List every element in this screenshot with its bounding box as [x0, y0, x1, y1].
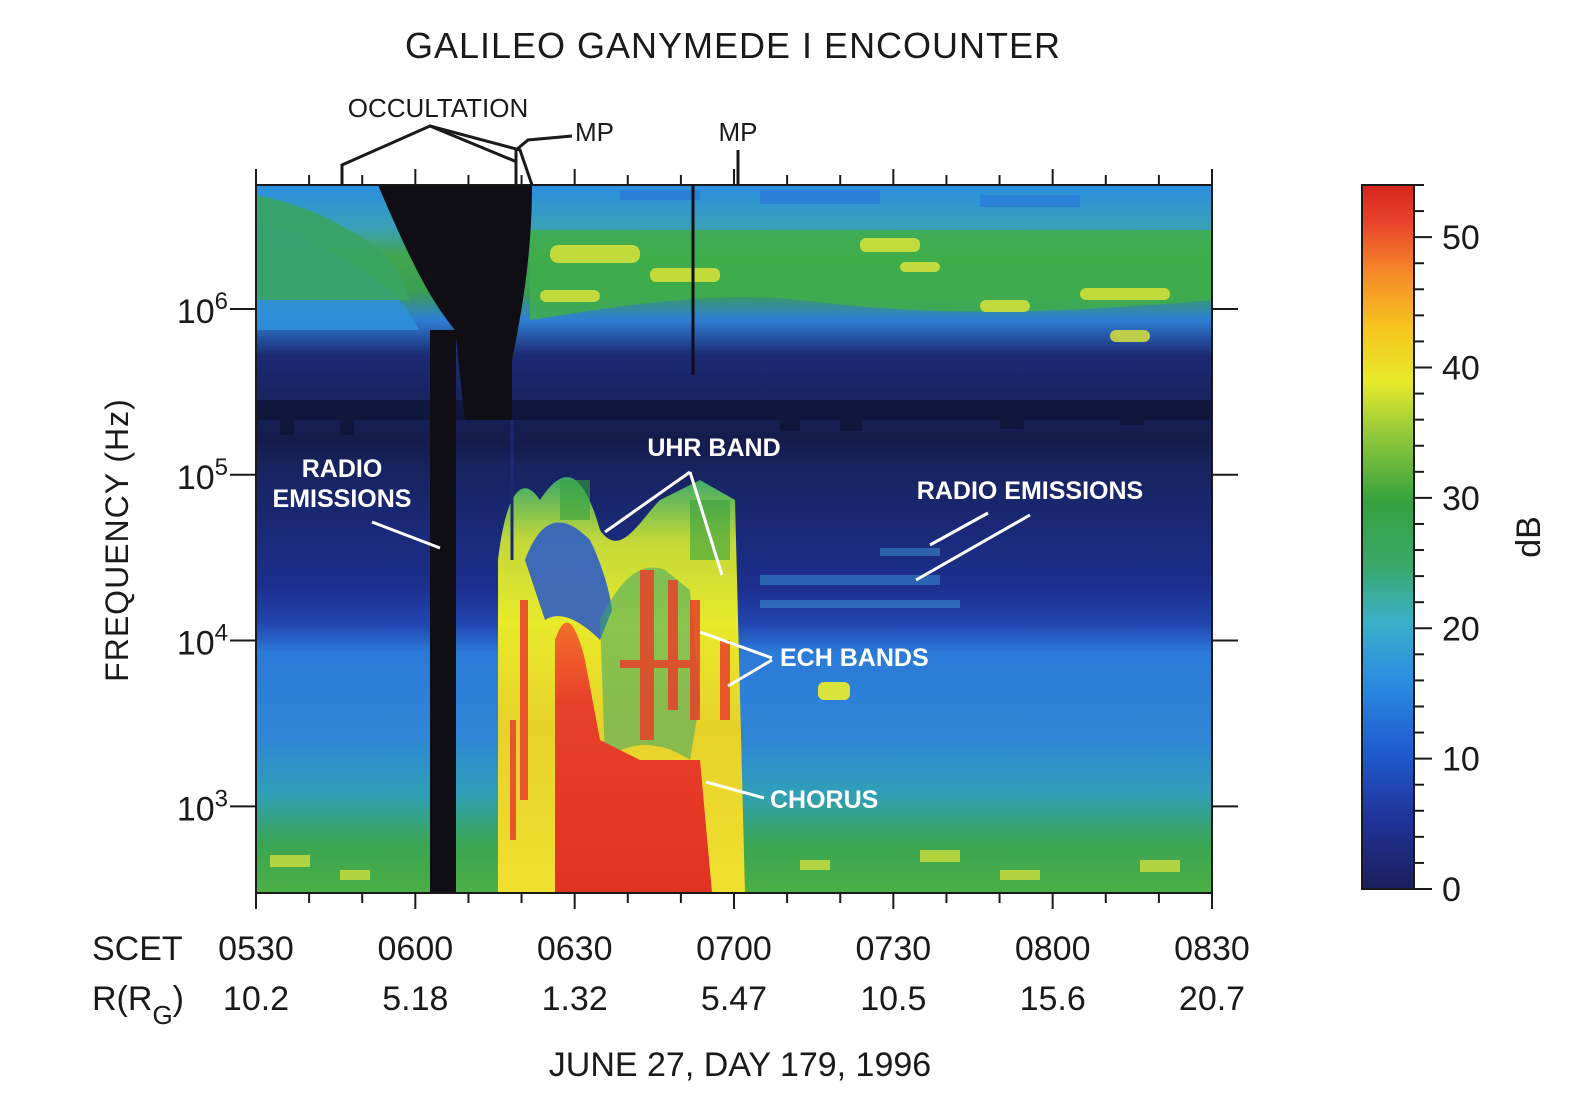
scet-tick-label: 0630 [537, 930, 613, 968]
y-tick-label: 105 [177, 454, 228, 497]
range-tick-label: 5.47 [701, 980, 767, 1018]
mp-marker-1-leader [516, 136, 572, 150]
isolated-emission-patch [818, 682, 850, 700]
range-tick-label: 1.32 [542, 980, 608, 1018]
scet-tick-label: 0730 [856, 930, 932, 968]
range-tick-label: 10.2 [223, 980, 289, 1018]
range-row-label-sub: G [152, 1000, 172, 1030]
colorbar-tick-label: 30 [1442, 480, 1480, 518]
annotation-radio-emissions-left-line1: RADIO [302, 455, 383, 483]
colorbar-tick-label: 0 [1442, 871, 1461, 909]
scet-row-label: SCET [92, 930, 183, 968]
x-axis-tick-labels: 0530 10.2 0600 5.18 0630 1.32 0700 5.47 0730 10.5… [218, 930, 1250, 1018]
range-tick-label: 10.5 [860, 980, 926, 1018]
colorbar-tick-label: 10 [1442, 741, 1480, 779]
occultation-bracket-left [342, 126, 517, 185]
y-axis-tick-labels: 106 105 104 103 [177, 288, 228, 828]
scet-tick-label: 0530 [218, 930, 294, 968]
y-tick-label: 103 [177, 785, 228, 828]
spectrogram-image [256, 185, 1212, 893]
annotation-chorus: CHORUS [770, 786, 878, 814]
colorbar-tick-label: 20 [1442, 610, 1480, 648]
occultation-column [430, 330, 456, 893]
scet-tick-label: 0830 [1174, 930, 1250, 968]
range-row-label-main: R(R [92, 980, 152, 1018]
colorbar-label: dB [1510, 516, 1548, 558]
y-tick-label: 106 [177, 288, 228, 331]
y-axis-label: FREQUENCY (Hz) [99, 398, 135, 682]
range-tick-label: 5.18 [382, 980, 448, 1018]
colorbar-tick-label: 50 [1442, 219, 1480, 257]
colorbar [1362, 185, 1414, 889]
range-row-label-end: ) [173, 980, 184, 1018]
occultation-label: OCCULTATION [348, 93, 529, 123]
colorbar-tick-label: 40 [1442, 350, 1480, 388]
event-markers: OCCULTATION MP MP [342, 93, 758, 185]
mp-marker-2-label: MP [719, 117, 758, 147]
x-axis-label: JUNE 27, DAY 179, 1996 [549, 1046, 931, 1084]
range-row-label: R(RG) [92, 980, 184, 1030]
annotation-radio-emissions-right: RADIO EMISSIONS [917, 477, 1143, 505]
annotation-ech-bands: ECH BANDS [780, 644, 929, 672]
chart-title: GALILEO GANYMEDE I ENCOUNTER [405, 25, 1061, 66]
scet-tick-label: 0700 [696, 930, 772, 968]
range-tick-label: 15.6 [1020, 980, 1086, 1018]
mp-marker-1-label: MP [575, 117, 614, 147]
scet-tick-label: 0800 [1015, 930, 1091, 968]
annotation-uhr-band: UHR BAND [647, 434, 780, 462]
annotation-radio-emissions-left-line2: EMISSIONS [273, 485, 412, 513]
y-tick-label: 104 [177, 620, 228, 663]
range-tick-label: 20.7 [1179, 980, 1245, 1018]
scet-tick-label: 0600 [378, 930, 454, 968]
colorbar-ticks: 0 10 20 30 40 50 [1414, 185, 1480, 909]
